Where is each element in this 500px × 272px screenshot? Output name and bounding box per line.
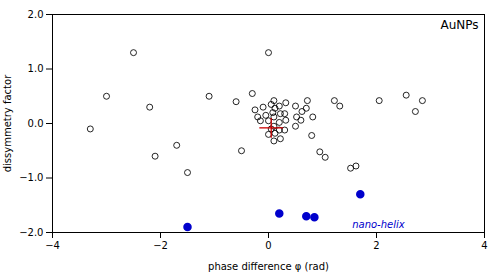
svg-text:AuNPs: AuNPs	[440, 18, 478, 32]
svg-text:1.0: 1.0	[28, 63, 44, 74]
svg-text:−2.0: −2.0	[19, 227, 43, 238]
svg-text:2: 2	[373, 240, 379, 251]
svg-text:−4: −4	[45, 240, 60, 251]
svg-text:−2: −2	[153, 240, 168, 251]
svg-text:4: 4	[481, 240, 487, 251]
svg-text:0.0: 0.0	[28, 118, 44, 129]
svg-text:dissymmetry factor: dissymmetry factor	[2, 74, 13, 172]
svg-text:2.0: 2.0	[28, 9, 44, 20]
svg-text:nano-helix: nano-helix	[352, 219, 405, 230]
svg-text:phase difference φ (rad): phase difference φ (rad)	[208, 261, 329, 272]
svg-text:−1.0: −1.0	[19, 172, 43, 183]
svg-text:0: 0	[265, 240, 271, 251]
